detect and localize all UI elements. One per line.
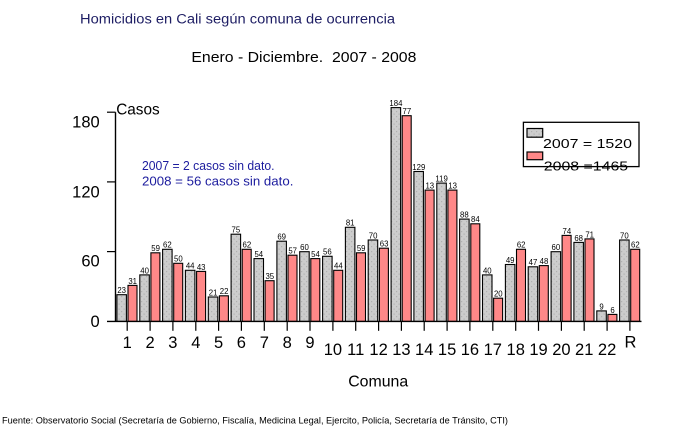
svg-text:54: 54 bbox=[254, 250, 263, 259]
svg-text:62: 62 bbox=[243, 241, 252, 250]
svg-text:19: 19 bbox=[529, 341, 547, 359]
svg-text:13: 13 bbox=[425, 182, 434, 191]
svg-text:6: 6 bbox=[610, 306, 614, 315]
svg-text:8: 8 bbox=[283, 334, 292, 352]
svg-text:60: 60 bbox=[81, 253, 99, 271]
svg-text:60: 60 bbox=[300, 243, 309, 252]
svg-text:22: 22 bbox=[220, 287, 229, 296]
svg-text:2007 = 1520: 2007 = 1520 bbox=[543, 136, 632, 151]
svg-text:2007 = 2 casos sin dato.: 2007 = 2 casos sin dato. bbox=[142, 158, 275, 173]
svg-text:0: 0 bbox=[91, 313, 100, 331]
svg-text:1: 1 bbox=[123, 334, 132, 352]
svg-text:43: 43 bbox=[197, 263, 206, 272]
svg-text:21: 21 bbox=[209, 288, 218, 297]
svg-text:2008 =1465: 2008 =1465 bbox=[544, 159, 628, 174]
svg-text:129: 129 bbox=[412, 163, 425, 172]
svg-text:54: 54 bbox=[311, 250, 320, 259]
svg-text:40: 40 bbox=[483, 266, 492, 275]
svg-text:62: 62 bbox=[517, 241, 526, 250]
svg-text:18: 18 bbox=[507, 341, 525, 359]
svg-text:11: 11 bbox=[347, 341, 364, 359]
svg-text:9: 9 bbox=[305, 334, 314, 352]
svg-text:69: 69 bbox=[277, 233, 286, 242]
svg-text:70: 70 bbox=[620, 231, 629, 240]
svg-text:120: 120 bbox=[72, 183, 100, 201]
svg-text:63: 63 bbox=[380, 240, 389, 249]
svg-text:Comuna: Comuna bbox=[348, 373, 408, 390]
svg-text:7: 7 bbox=[260, 334, 269, 352]
svg-text:14: 14 bbox=[415, 341, 433, 359]
svg-text:13: 13 bbox=[448, 182, 457, 191]
svg-text:49: 49 bbox=[506, 256, 515, 265]
svg-text:180: 180 bbox=[72, 114, 100, 132]
svg-text:10: 10 bbox=[324, 341, 342, 359]
svg-text:184: 184 bbox=[389, 99, 403, 108]
svg-text:2008 = 56 casos sin dato.: 2008 = 56 casos sin dato. bbox=[142, 173, 293, 188]
svg-text:62: 62 bbox=[631, 241, 640, 250]
svg-text:68: 68 bbox=[574, 234, 583, 243]
svg-text:Enero - Diciembre. 2007 - 200: Enero - Diciembre. 2007 - 2008 bbox=[191, 49, 416, 66]
svg-text:81: 81 bbox=[346, 219, 355, 228]
svg-text:44: 44 bbox=[186, 262, 195, 271]
svg-text:Casos: Casos bbox=[116, 102, 160, 119]
svg-text:5: 5 bbox=[214, 334, 223, 352]
svg-text:Fuente: Observatorio Social (S: Fuente: Observatorio Social (Secretaría … bbox=[2, 416, 508, 427]
svg-text:31: 31 bbox=[128, 277, 137, 286]
svg-text:3: 3 bbox=[168, 334, 177, 352]
svg-text:88: 88 bbox=[460, 211, 469, 220]
svg-text:50: 50 bbox=[174, 255, 183, 264]
svg-text:6: 6 bbox=[237, 334, 246, 352]
svg-text:44: 44 bbox=[334, 262, 343, 271]
svg-text:R: R bbox=[624, 334, 636, 352]
svg-text:71: 71 bbox=[585, 230, 594, 239]
svg-text:59: 59 bbox=[357, 244, 366, 253]
svg-text:Homicidios en Cali según comun: Homicidios en Cali según comuna de ocurr… bbox=[80, 11, 396, 26]
svg-text:84: 84 bbox=[471, 215, 480, 224]
svg-text:22: 22 bbox=[598, 341, 616, 359]
svg-text:75: 75 bbox=[232, 226, 241, 235]
svg-text:62: 62 bbox=[163, 241, 172, 250]
svg-text:56: 56 bbox=[323, 248, 332, 257]
svg-text:60: 60 bbox=[552, 243, 561, 252]
svg-text:4: 4 bbox=[191, 334, 200, 352]
svg-text:59: 59 bbox=[151, 244, 160, 253]
svg-text:74: 74 bbox=[563, 227, 572, 236]
svg-text:48: 48 bbox=[540, 257, 549, 266]
svg-text:35: 35 bbox=[265, 272, 274, 281]
svg-text:17: 17 bbox=[484, 341, 502, 359]
svg-text:16: 16 bbox=[461, 341, 479, 359]
svg-text:119: 119 bbox=[435, 175, 447, 184]
svg-text:20: 20 bbox=[494, 290, 503, 299]
svg-text:20: 20 bbox=[552, 341, 570, 359]
svg-text:70: 70 bbox=[369, 231, 378, 240]
svg-text:13: 13 bbox=[392, 341, 410, 359]
svg-text:57: 57 bbox=[288, 247, 297, 256]
svg-text:2: 2 bbox=[146, 334, 155, 352]
svg-text:23: 23 bbox=[117, 286, 126, 295]
svg-text:9: 9 bbox=[599, 302, 603, 311]
svg-text:77: 77 bbox=[403, 107, 412, 116]
svg-text:47: 47 bbox=[529, 258, 538, 267]
svg-text:40: 40 bbox=[140, 266, 149, 275]
svg-text:21: 21 bbox=[575, 341, 593, 359]
svg-text:12: 12 bbox=[369, 341, 387, 359]
svg-text:15: 15 bbox=[438, 341, 456, 359]
